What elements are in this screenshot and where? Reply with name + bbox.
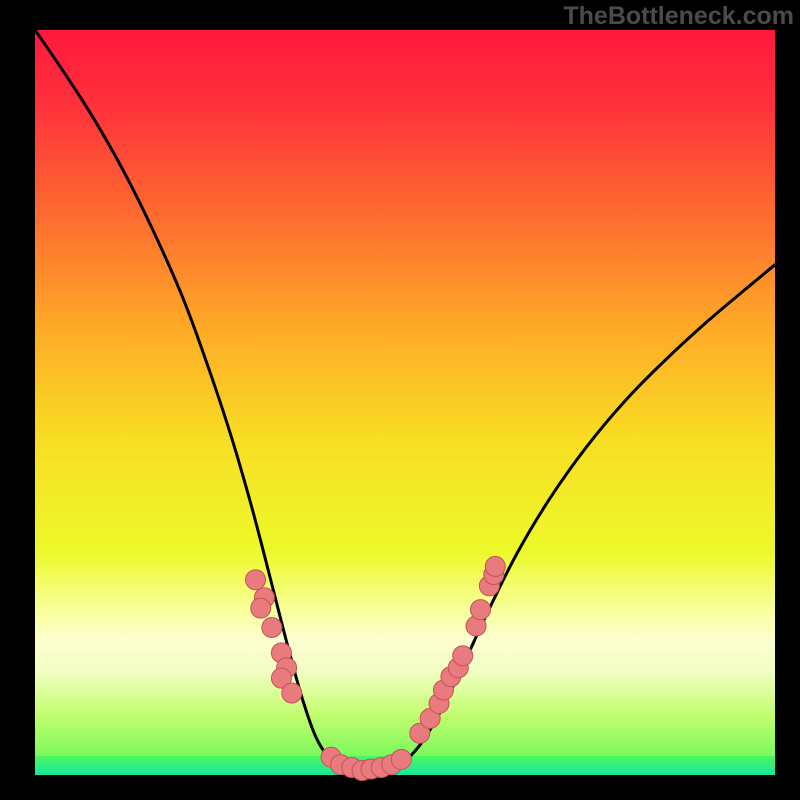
marker-point — [251, 598, 271, 618]
plot-area — [35, 30, 775, 775]
marker-point — [262, 617, 282, 637]
marker-point — [470, 600, 490, 620]
marker-layer — [35, 30, 775, 775]
marker-point — [246, 570, 266, 590]
marker-point — [282, 683, 302, 703]
marker-point — [485, 556, 505, 576]
watermark-text: TheBottleneck.com — [563, 2, 794, 31]
marker-point — [453, 646, 473, 666]
marker-point — [391, 749, 411, 769]
chart-stage: TheBottleneck.com — [0, 0, 800, 800]
